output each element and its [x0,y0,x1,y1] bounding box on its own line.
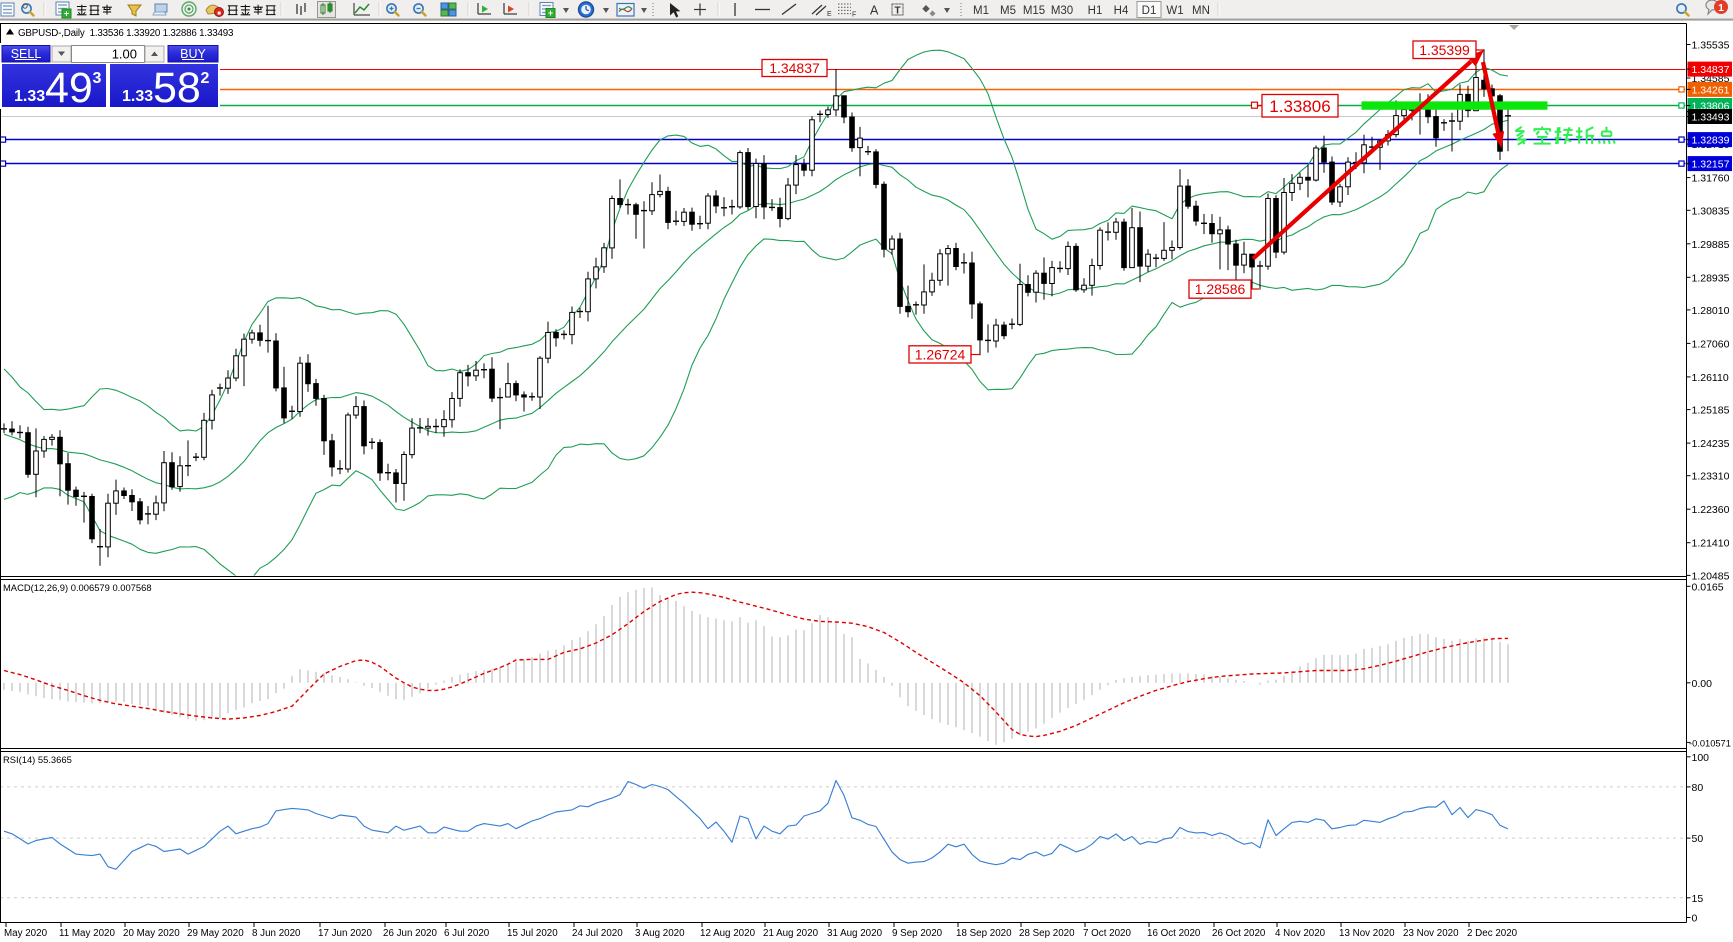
svg-text:1.22360: 1.22360 [1692,504,1730,516]
svg-text:24 Jul 2020: 24 Jul 2020 [572,928,623,939]
svg-text:SELL: SELL [11,47,42,61]
svg-text:-0.010571: -0.010571 [1689,738,1731,748]
svg-text:1.28586: 1.28586 [1195,281,1246,297]
svg-text:11 May 2020: 11 May 2020 [59,928,115,939]
svg-text:1.29885: 1.29885 [1692,239,1730,251]
svg-text:1.28935: 1.28935 [1692,272,1730,284]
svg-text:1.00: 1.00 [112,47,137,62]
svg-text:1.32839: 1.32839 [1692,135,1730,147]
svg-text:1.25185: 1.25185 [1692,405,1730,417]
svg-text:1.33: 1.33 [14,88,45,105]
svg-text:29 May 2020: 29 May 2020 [187,928,244,939]
svg-text:16 Oct 2020: 16 Oct 2020 [1147,928,1201,939]
svg-text:1.33493: 1.33493 [1692,112,1730,124]
svg-text:1.21410: 1.21410 [1692,538,1730,550]
svg-text:4 Nov 2020: 4 Nov 2020 [1275,928,1326,939]
svg-text:3 Aug 2020: 3 Aug 2020 [635,928,685,939]
svg-text:A: A [870,4,879,18]
svg-text:2: 2 [201,70,210,87]
svg-text:W1: W1 [1166,5,1183,17]
svg-text:1.34261: 1.34261 [1692,84,1730,96]
svg-text:1.34837: 1.34837 [769,60,820,76]
svg-text:+: + [64,9,69,19]
svg-text:15 Jul 2020: 15 Jul 2020 [507,928,558,939]
svg-text:MACD(12,26,9) 0.006579 0.00756: MACD(12,26,9) 0.006579 0.007568 [3,582,152,593]
svg-text:58: 58 [153,64,201,112]
svg-text:1.35535: 1.35535 [1692,40,1730,52]
svg-text:50: 50 [1692,833,1704,845]
svg-text:1.32157: 1.32157 [1692,159,1730,171]
svg-text:BUY: BUY [180,47,206,61]
svg-text:13 Nov 2020: 13 Nov 2020 [1339,928,1395,939]
svg-text:+: + [548,8,553,18]
svg-text:1.27060: 1.27060 [1692,338,1730,350]
svg-text:26 Jun 2020: 26 Jun 2020 [383,928,437,939]
svg-text:H4: H4 [1114,5,1129,17]
svg-text:23 Nov 2020: 23 Nov 2020 [1403,928,1459,939]
svg-text:M15: M15 [1023,5,1045,17]
svg-text:7 Oct 2020: 7 Oct 2020 [1083,928,1131,939]
svg-text:15: 15 [1692,893,1704,905]
svg-text:21 Aug 2020: 21 Aug 2020 [763,928,819,939]
svg-text:28 Sep 2020: 28 Sep 2020 [1019,928,1075,939]
svg-text:M1: M1 [973,5,989,17]
svg-text:8 Jun 2020: 8 Jun 2020 [252,928,301,939]
svg-text:1.28010: 1.28010 [1692,305,1730,317]
svg-text:1.31760: 1.31760 [1692,173,1730,185]
svg-text:H1: H1 [1088,5,1103,17]
svg-text:18 Sep 2020: 18 Sep 2020 [956,928,1012,939]
svg-text:1.34837: 1.34837 [1692,64,1730,76]
svg-text:31 Aug 2020: 31 Aug 2020 [827,928,883,939]
svg-text:E: E [827,11,832,18]
svg-text:■: ■ [217,11,221,17]
svg-text:9 Sep 2020: 9 Sep 2020 [892,928,943,939]
svg-text:M30: M30 [1051,5,1073,17]
svg-text:1.24235: 1.24235 [1692,438,1730,450]
svg-text:D1: D1 [1142,5,1157,17]
svg-text:12 Aug 2020: 12 Aug 2020 [700,928,756,939]
svg-text:0.0165: 0.0165 [1692,581,1724,593]
svg-text:F: F [852,12,856,19]
svg-text:1.26110: 1.26110 [1692,372,1729,384]
svg-text:RSI(14) 55.3665: RSI(14) 55.3665 [3,754,72,765]
svg-text:17 Jun 2020: 17 Jun 2020 [318,928,372,939]
svg-text:M5: M5 [1000,5,1016,17]
svg-text:0.00: 0.00 [1692,678,1713,690]
svg-text:26 Oct 2020: 26 Oct 2020 [1212,928,1266,939]
svg-text:1.20485: 1.20485 [1692,570,1730,582]
svg-text:May 2020: May 2020 [4,928,48,939]
svg-text:1.26724: 1.26724 [915,346,966,362]
svg-text:20 May 2020: 20 May 2020 [123,928,180,939]
svg-text:1.23310: 1.23310 [1692,471,1730,483]
svg-text:0: 0 [1692,913,1698,925]
svg-text:MN: MN [1192,5,1210,17]
svg-text:6 Jul 2020: 6 Jul 2020 [444,928,490,939]
svg-text:1.33806: 1.33806 [1269,97,1330,116]
svg-text:1: 1 [1718,2,1724,14]
svg-text:1.33: 1.33 [122,88,153,105]
svg-text:3: 3 [93,70,102,87]
svg-text:2 Dec 2020: 2 Dec 2020 [1467,928,1518,939]
svg-text:100: 100 [1692,752,1710,764]
svg-text:1.30835: 1.30835 [1692,205,1730,217]
svg-text:T: T [894,6,900,17]
svg-text:1.35399: 1.35399 [1419,42,1470,58]
svg-text:80: 80 [1692,782,1704,794]
svg-text:49: 49 [45,64,93,112]
svg-text:GBPUSD-,Daily 1.33536 1.33920: GBPUSD-,Daily 1.33536 1.33920 1.32886 1.… [18,28,234,39]
